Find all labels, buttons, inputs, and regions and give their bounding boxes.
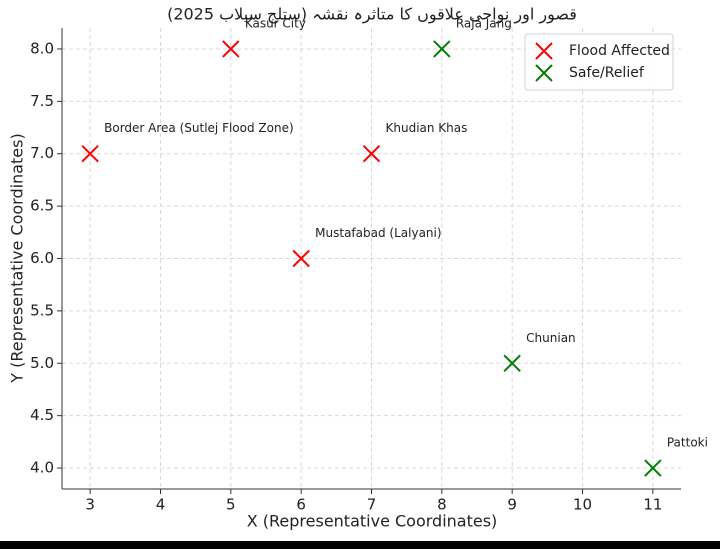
point [362,145,381,163]
point [433,40,451,58]
legend-frame [524,33,674,91]
x-tick-label: 5 [226,496,236,514]
point [292,249,310,268]
x-tick-label: 7 [367,496,377,514]
x-tick-label: 10 [573,496,592,514]
bottom-bar [0,541,720,549]
point-label: Raja Jang [456,16,512,30]
point-label: Border Area (Sutlej Flood Zone) [104,121,294,135]
x-tick-label: 8 [437,496,447,514]
point-label: Mustafabad (Lalyani) [315,226,441,240]
x-tick-label: 6 [296,496,306,514]
legend-label: Safe/Relief [569,65,645,81]
x-tick-label: 11 [643,496,662,514]
point [222,40,240,58]
point-group: Raja Jang [433,16,512,58]
point-group: Khudian Khas [362,121,468,163]
y-tick-label: 6.0 [30,249,54,267]
y-tick-label: 6.5 [30,197,54,215]
y-tick-label: 7.5 [30,92,54,110]
x-tick-label: 4 [156,496,166,514]
y-axis-label: Y (Representative Coordinates) [8,133,27,383]
legend-label: Flood Affected [569,43,670,59]
y-tick-label: 5.0 [30,354,54,372]
legend-marker [535,42,553,60]
point-group: Chunian [503,331,576,372]
point [81,145,99,163]
point-label: Pattoki [667,436,708,450]
point-group: Mustafabad (Lalyani) [292,226,442,268]
chart-title: قصور اور نواحی علاقوں کا متاثرہ نقشہ (ست… [167,5,577,25]
x-tick-label: 9 [507,496,517,514]
x-tick-label: 3 [85,496,95,514]
point [503,354,521,372]
point-group: Border Area (Sutlej Flood Zone) [81,121,294,163]
point-label: Kasur City [245,16,306,30]
y-tick-label: 5.5 [30,301,54,319]
y-tick-label: 7.0 [30,144,54,162]
legend: Flood Affected Safe/Relief [524,33,674,91]
point [644,459,662,477]
legend-marker [535,64,553,82]
point-group: Pattoki [644,436,708,477]
y-tick-label: 4.5 [30,406,54,424]
point-label: Khudian Khas [386,121,468,135]
x-axis-label: X (Representative Coordinates) [247,512,498,531]
point-label: Chunian [526,331,576,345]
point-group: Kasur City [222,16,306,58]
y-tick-label: 4.0 [30,459,54,477]
y-tick-label: 8.0 [30,39,54,57]
